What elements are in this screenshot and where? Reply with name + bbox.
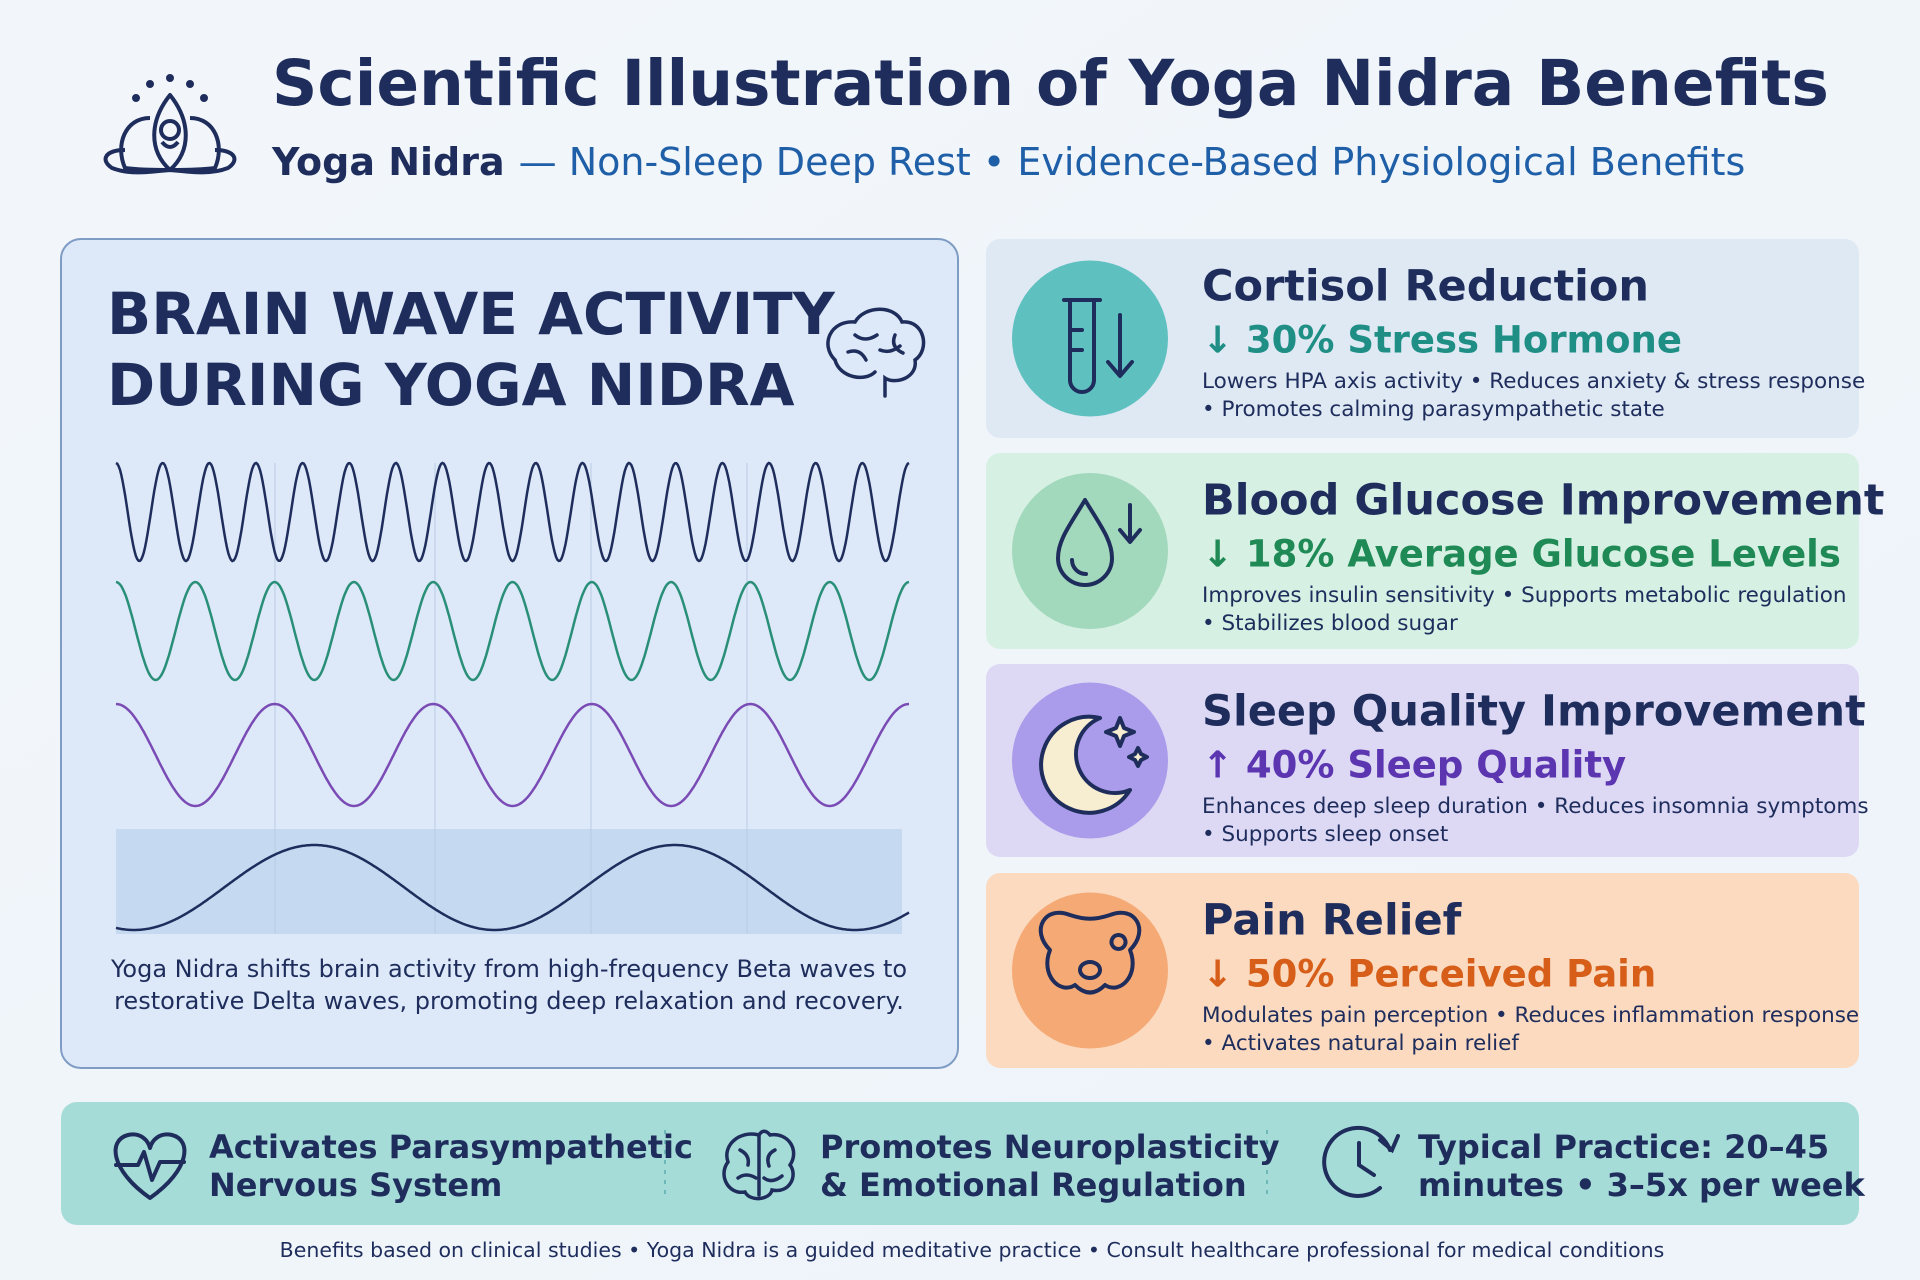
card-desc: Enhances deep sleep duration • Reduces i… <box>1202 794 1869 819</box>
wave-area <box>115 461 910 934</box>
card-desc: • Supports sleep onset <box>1202 822 1448 847</box>
panel-caption: Yoga Nidra shifts brain activity from hi… <box>110 955 907 983</box>
card-bg <box>986 453 1859 649</box>
brain-wave <box>115 843 910 932</box>
footer-item: Activates Parasympathetic <box>209 1128 693 1166</box>
benefit-card: Blood Glucose Improvement ↓ 18% Average G… <box>986 453 1884 649</box>
brain-wave <box>115 461 910 563</box>
benefit-card: Pain Relief ↓ 50% Perceived Pain Modulates… <box>986 873 1859 1068</box>
icon-circle <box>1012 260 1168 417</box>
brain-icon <box>826 307 926 398</box>
brain-icon <box>722 1129 796 1201</box>
brain-wave <box>115 702 910 808</box>
footer-item: Nervous System <box>209 1166 502 1204</box>
brain-wave <box>115 580 910 682</box>
benefit-card: Sleep Quality Improvement ↑ 40% Sleep Qua… <box>986 664 1869 857</box>
clock-icon <box>1322 1125 1400 1198</box>
card-stat: ↑ 40% Sleep Quality <box>1202 744 1626 787</box>
footer-bar <box>61 1102 1859 1225</box>
icon-circle <box>1012 892 1168 1049</box>
card-title: Cortisol Reduction <box>1202 262 1649 312</box>
delta-band <box>116 829 902 934</box>
lotus-icon <box>103 74 237 175</box>
disclaimer: Benefits based on clinical studies • Yog… <box>280 1238 1665 1262</box>
card-desc: Improves insulin sensitivity • Supports … <box>1202 583 1847 608</box>
benefit-card: Cortisol Reduction ↓ 30% Stress Hormone Lo… <box>986 239 1865 438</box>
benefit-icon <box>1038 910 1142 995</box>
subtitle: Yoga Nidra — Non-Sleep Deep Rest • Eviden… <box>271 140 1745 184</box>
benefit-icon <box>1039 714 1149 815</box>
panel-caption: restorative Delta waves, promoting deep … <box>114 987 904 1015</box>
card-stat: ↓ 30% Stress Hormone <box>1202 319 1682 362</box>
heart-icon <box>113 1132 187 1200</box>
benefit-icon <box>1062 298 1134 394</box>
subtitle-rest: — Non-Sleep Deep Rest • Evidence-Based P… <box>519 140 1746 184</box>
card-bg <box>986 239 1859 438</box>
card-bg <box>986 873 1859 1068</box>
icon-circle <box>1012 682 1168 839</box>
card-title: Sleep Quality Improvement <box>1202 687 1866 737</box>
panel-title-line: DURING YOGA NIDRA <box>107 351 795 419</box>
card-desc: Modulates pain perception • Reduces infl… <box>1202 1003 1859 1028</box>
card-title: Pain Relief <box>1202 896 1463 946</box>
card-desc: • Activates natural pain relief <box>1202 1031 1519 1056</box>
footer-item: Typical Practice: 20–45 <box>1418 1128 1829 1166</box>
footer-item: & Emotional Regulation <box>820 1166 1247 1204</box>
card-desc: • Stabilizes blood sugar <box>1202 611 1458 636</box>
card-desc: • Promotes calming parasympathetic state <box>1202 397 1665 422</box>
benefit-cards: Cortisol Reduction ↓ 30% Stress Hormone Lo… <box>986 239 1884 1068</box>
icon-circle <box>1012 473 1168 629</box>
footer-item: minutes • 3–5x per week <box>1418 1166 1865 1204</box>
card-title: Blood Glucose Improvement <box>1202 476 1884 526</box>
footer-item: Promotes Neuroplasticity <box>820 1128 1280 1166</box>
benefit-icon <box>1056 498 1142 587</box>
title: Scientific Illustration of Yoga Nidra Be… <box>272 47 1829 120</box>
card-desc: Lowers HPA axis activity • Reduces anxie… <box>1202 369 1865 394</box>
card-stat: ↓ 50% Perceived Pain <box>1202 953 1656 996</box>
panel-title-line: BRAIN WAVE ACTIVITY <box>107 280 836 348</box>
card-stat: ↓ 18% Average Glucose Levels <box>1202 533 1841 576</box>
card-bg <box>986 664 1859 857</box>
subtitle-lead: Yoga Nidra <box>271 140 505 184</box>
